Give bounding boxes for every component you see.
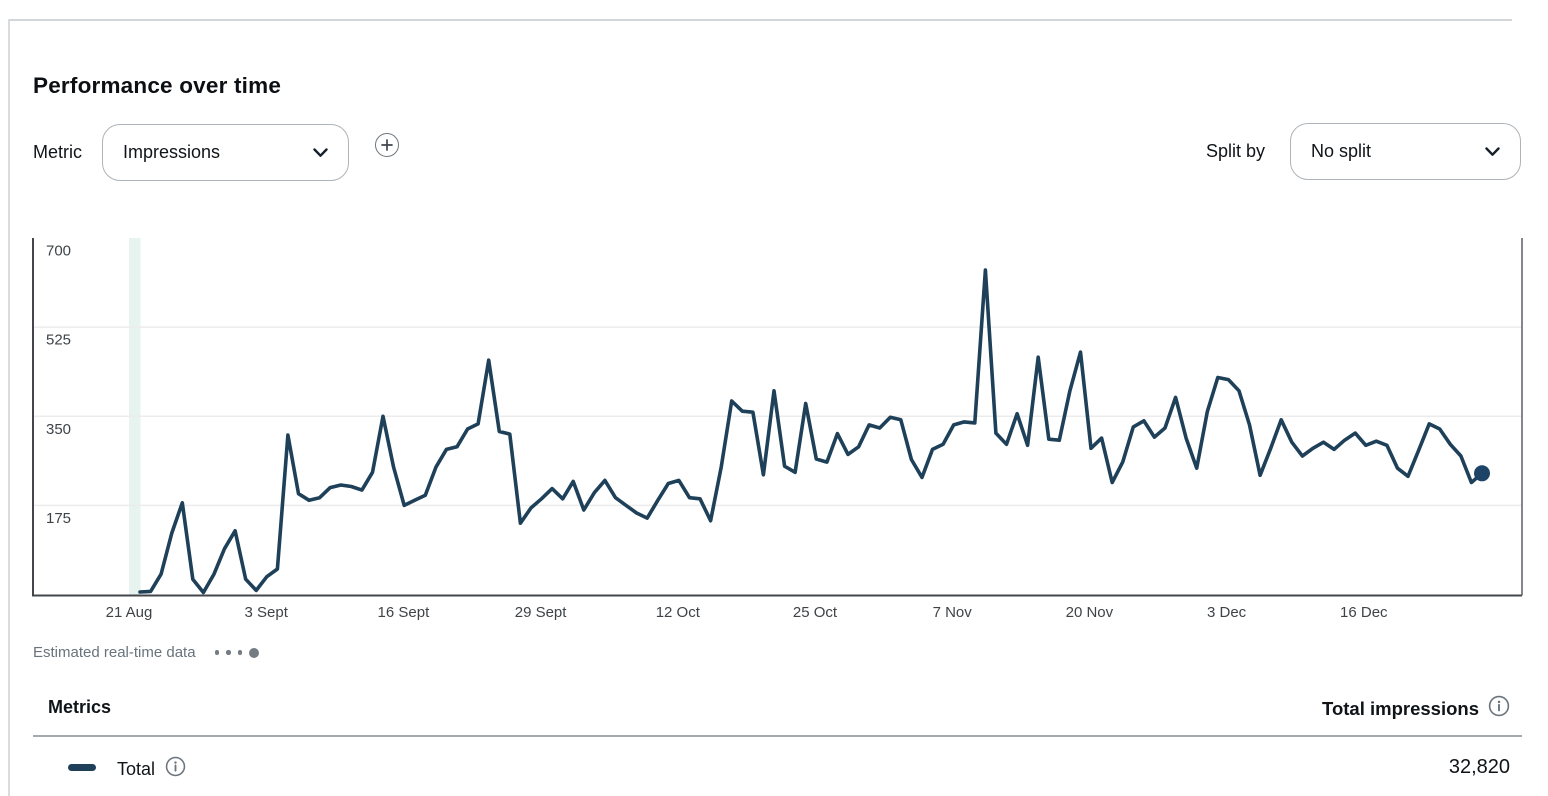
chevron-down-icon: [313, 147, 328, 158]
metric-dropdown-value: Impressions: [123, 142, 221, 162]
total-impressions-value: 32,820: [1448, 756, 1510, 778]
x-tick-label: 3 Dec: [1207, 604, 1247, 621]
x-tick-label: 7 Nov: [933, 604, 973, 621]
panel-border-left: [8, 19, 10, 796]
chevron-down-icon: [1485, 146, 1500, 157]
x-tick-label: 20 Nov: [1066, 604, 1114, 621]
x-tick-label: 16 Dec: [1340, 604, 1388, 621]
total-series-swatch: [68, 764, 96, 771]
split-by-label: Split by: [1206, 141, 1266, 161]
plus-circle-icon: [381, 139, 393, 151]
metrics-column-header: Metrics: [48, 697, 112, 717]
panel-border-top: [8, 19, 1512, 21]
split-by-dropdown[interactable]: No split: [1290, 123, 1521, 180]
total-impressions-header-label: Total impressions: [1322, 697, 1479, 719]
latest-point-dot: [1474, 465, 1490, 482]
realtime-dots-icon: [208, 647, 260, 658]
metric-dropdown[interactable]: Impressions: [102, 124, 349, 181]
realtime-footnote: Estimated real-time data: [33, 644, 260, 661]
y-tick-label: 350: [46, 421, 71, 438]
total-impressions-header: Total impressions: [1322, 695, 1510, 722]
realtime-footnote-text: Estimated real-time data: [33, 644, 196, 661]
x-tick-label: 29 Sept: [515, 604, 568, 621]
x-tick-label: 25 Oct: [793, 604, 838, 621]
table-divider: [33, 735, 1522, 737]
x-tick-label: 16 Sept: [378, 604, 431, 621]
add-metric-button[interactable]: [375, 133, 399, 157]
page-title: Performance over time: [33, 73, 282, 98]
total-label-text: Total: [117, 758, 156, 779]
info-icon[interactable]: [1488, 695, 1510, 722]
y-tick-label: 525: [46, 332, 71, 349]
y-tick-label: 700: [46, 243, 71, 260]
info-icon[interactable]: [165, 756, 186, 782]
impressions-line: [138, 268, 1484, 595]
x-tick-label: 12 Oct: [656, 604, 701, 621]
x-tick-label: 3 Sept: [245, 604, 289, 621]
metric-label: Metric: [33, 142, 82, 162]
split-dropdown-value: No split: [1311, 141, 1372, 161]
x-tick-label: 21 Aug: [106, 604, 153, 621]
total-row-label: Total: [117, 756, 186, 782]
y-tick-label: 175: [46, 510, 71, 527]
